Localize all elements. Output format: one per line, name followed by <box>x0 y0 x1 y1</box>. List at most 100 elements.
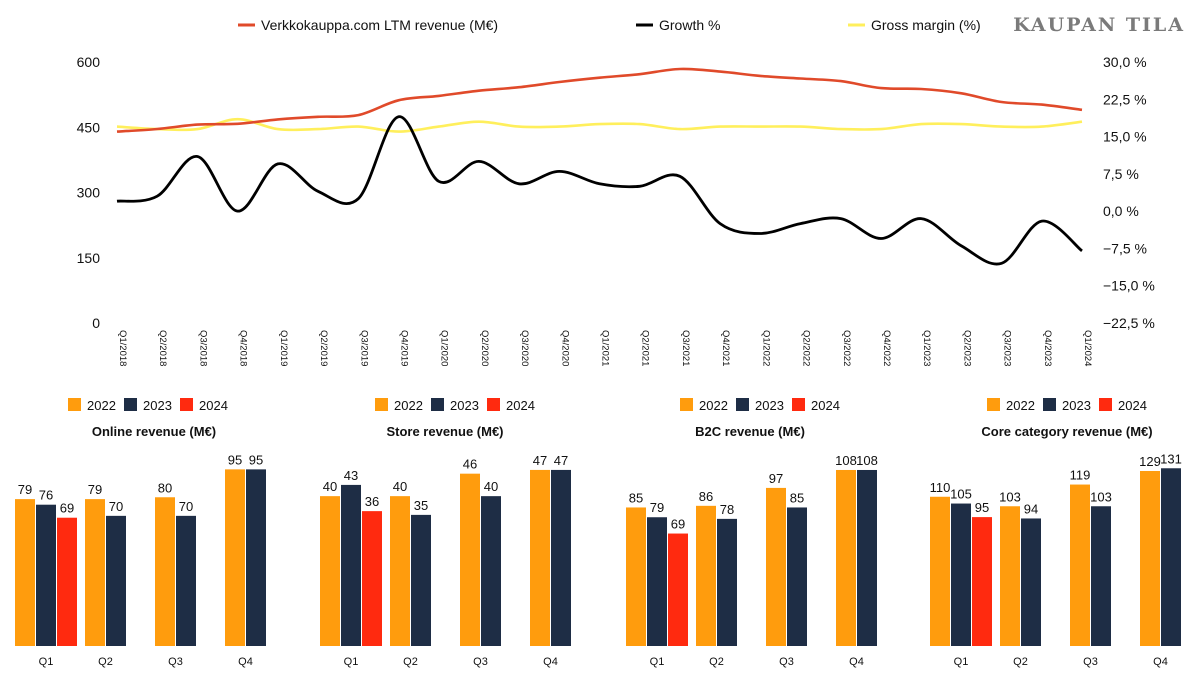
bar-legend-swatch <box>431 398 444 411</box>
bar-value-label: 103 <box>999 489 1021 504</box>
bar-legend-label: 2023 <box>1062 398 1091 413</box>
bar <box>530 469 550 646</box>
bar-legend-label: 2024 <box>199 398 228 413</box>
bar-legend-label: 2022 <box>1006 398 1035 413</box>
x-axis-tick: Q2/2020 <box>479 330 490 366</box>
bar-value-label: 108 <box>835 453 857 468</box>
bar-chart-title: Online revenue (M€) <box>92 424 216 439</box>
bar <box>647 517 667 646</box>
x-axis-tick: Q1/2024 <box>1082 330 1093 366</box>
bar-legend-swatch <box>792 398 805 411</box>
bar-chart-3: 2022 2023 2024 B2C revenue (M€) 85 79 69 Q1 86 78… <box>626 398 878 668</box>
bar-legend-label: 2023 <box>755 398 784 413</box>
bar-value-label: 69 <box>671 517 685 532</box>
bar-legend-swatch <box>375 398 388 411</box>
bar-category-label: Q3 <box>779 656 794 668</box>
bar-legend-label: 2024 <box>506 398 535 413</box>
bar-category-label: Q3 <box>473 656 488 668</box>
x-axis-tick: Q2/2023 <box>961 330 972 366</box>
bar <box>320 496 340 646</box>
bar <box>411 514 431 646</box>
bar-value-label: 78 <box>720 502 734 517</box>
left-axis-tick: 150 <box>77 250 101 266</box>
x-axis-tick: Q2/2019 <box>318 330 329 366</box>
bar <box>857 469 877 646</box>
bar-legend-swatch <box>487 398 500 411</box>
line-chart: 600 450 300 150 0 30,0 % 22,5 % 15,0 % 7,5 % 0,0 … <box>77 54 1155 366</box>
bar <box>155 497 175 646</box>
bar <box>1140 470 1160 646</box>
bar <box>15 499 35 646</box>
bar <box>362 511 382 646</box>
bar-value-label: 36 <box>365 494 379 509</box>
left-axis-tick: 600 <box>77 54 101 70</box>
legend-label-1: Verkkokauppa.com LTM revenue (M€) <box>261 17 498 33</box>
bar <box>390 496 410 646</box>
bar <box>106 515 126 646</box>
x-axis-tick: Q1/2023 <box>921 330 932 366</box>
bar-value-label: 95 <box>249 452 263 467</box>
bar <box>668 533 688 646</box>
bar <box>341 484 361 646</box>
right-axis-tick: −7,5 % <box>1103 240 1147 256</box>
bar <box>1091 506 1111 646</box>
bar-category-label: Q2 <box>1013 656 1028 668</box>
x-axis-tick: Q4/2018 <box>238 330 249 366</box>
bar-category-label: Q1 <box>954 656 969 668</box>
bar-legend-swatch <box>1099 398 1112 411</box>
bar <box>481 496 501 646</box>
bar-value-label: 94 <box>1024 501 1038 516</box>
bar <box>460 473 480 646</box>
bar-value-label: 79 <box>650 500 664 515</box>
right-axis-tick: −22,5 % <box>1103 315 1155 331</box>
bar-legend-label: 2023 <box>143 398 172 413</box>
bar-legend-label: 2022 <box>87 398 116 413</box>
bar-value-label: 40 <box>323 479 337 494</box>
bar <box>1021 518 1041 646</box>
bar-chart-title: B2C revenue (M€) <box>695 424 805 439</box>
bar-value-label: 79 <box>88 482 102 497</box>
bar-legend-label: 2023 <box>450 398 479 413</box>
bar-value-label: 95 <box>228 452 242 467</box>
right-axis-tick: 0,0 % <box>1103 203 1139 219</box>
bar <box>930 496 950 646</box>
bar-value-label: 76 <box>39 488 53 503</box>
bar <box>57 517 77 646</box>
bar-value-label: 119 <box>1070 468 1091 483</box>
bar-legend-swatch <box>68 398 81 411</box>
x-axis-tick: Q4/2020 <box>559 330 570 366</box>
bar <box>836 469 856 646</box>
bar-value-label: 79 <box>18 482 32 497</box>
bar <box>1161 468 1181 646</box>
bar-value-label: 85 <box>790 490 804 505</box>
brand-logo: KAUPAN TILA <box>1013 14 1185 36</box>
right-axis-tick: 30,0 % <box>1103 54 1147 70</box>
x-axis-tick: Q3/2020 <box>519 330 530 366</box>
bar-value-label: 110 <box>930 480 951 495</box>
bar-value-label: 97 <box>769 471 783 486</box>
bar-value-label: 70 <box>179 499 193 514</box>
bar-value-label: 80 <box>158 480 172 495</box>
revenue-line <box>116 67 1083 133</box>
bar-legend-swatch <box>987 398 1000 411</box>
x-axis-tick: Q1/2022 <box>760 330 771 366</box>
bar-category-label: Q3 <box>1083 656 1098 668</box>
bar-value-label: 105 <box>950 487 972 502</box>
left-axis-tick: 0 <box>92 315 100 331</box>
growth-line <box>116 115 1083 266</box>
x-axis-tick: Q2/2021 <box>640 330 651 366</box>
x-axis-tick: Q2/2018 <box>157 330 168 366</box>
bar <box>766 487 786 646</box>
legend-label-3: Gross margin (%) <box>871 17 981 33</box>
right-axis-tick: 7,5 % <box>1103 166 1139 182</box>
bar-value-label: 40 <box>393 479 407 494</box>
bar-value-label: 47 <box>554 453 568 468</box>
left-axis-tick: 300 <box>77 185 101 201</box>
right-axis-tick: 22,5 % <box>1103 91 1147 107</box>
bar-category-label: Q4 <box>238 656 253 668</box>
bar-legend-swatch <box>736 398 749 411</box>
bar <box>36 504 56 646</box>
